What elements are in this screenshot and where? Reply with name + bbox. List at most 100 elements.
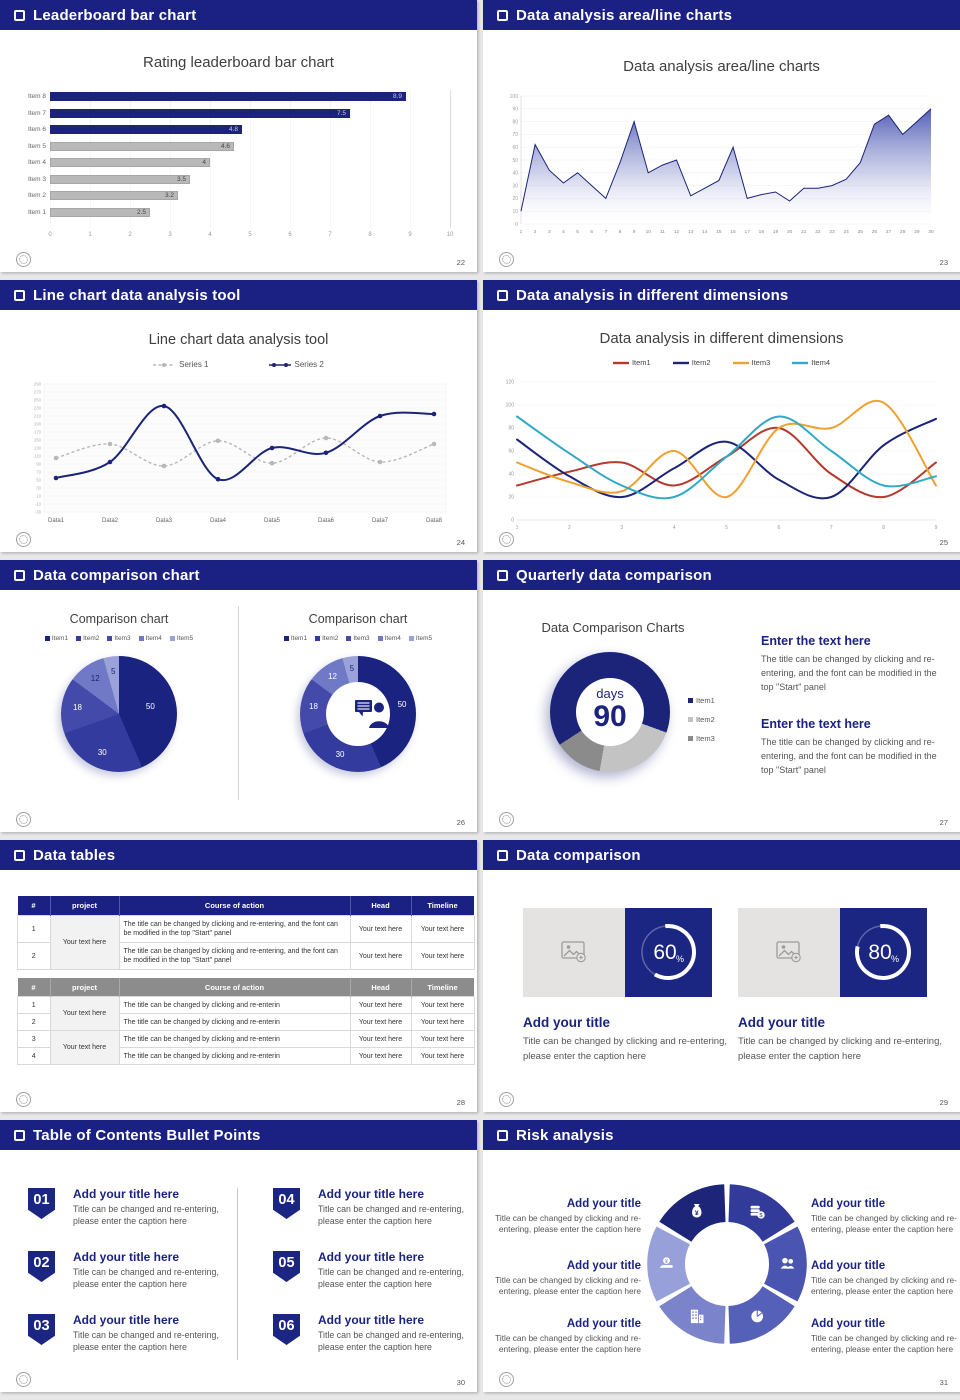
table-cell: 3	[17, 1030, 51, 1048]
table-cell: The title can be changed by clicking and…	[118, 1013, 351, 1031]
table-cell: 4	[17, 1047, 51, 1065]
svg-text:12: 12	[674, 229, 680, 235]
slide-thumbnail-data-tables[interactable]: Data tables # project Course of action Head T…	[0, 840, 477, 1112]
table-cell: Your text here	[410, 996, 475, 1014]
legend-swatch	[346, 636, 352, 641]
svg-text:¥: ¥	[695, 1210, 699, 1217]
bar-category-label: Item 7	[27, 109, 46, 117]
page-number: 31	[939, 1378, 948, 1387]
slide-thumbnail-quarterly-data-comparison[interactable]: Quarterly data comparison Data Comparison…	[483, 560, 960, 832]
svg-text:250: 250	[34, 398, 42, 403]
toc-item-title: Add your title here	[73, 1187, 180, 1201]
table-cell: The title can be changed by clicking and…	[118, 996, 351, 1014]
bar-category-label: Item 1	[27, 208, 46, 216]
slice-value-label: 12	[90, 674, 100, 684]
svg-text:50: 50	[36, 478, 41, 483]
table-row: 1 Your text here The title can be changed …	[17, 996, 475, 1031]
svg-text:Data6: Data6	[318, 518, 335, 524]
legend-label: Item3	[696, 734, 715, 743]
svg-text:7: 7	[604, 229, 607, 235]
bar-value-label: 4	[202, 159, 206, 166]
slide-header-title: Data analysis area/line charts	[516, 6, 733, 24]
column-header: Timeline	[411, 978, 475, 997]
svg-text:10: 10	[36, 494, 41, 499]
legend-swatch	[377, 636, 383, 641]
svg-text:25: 25	[858, 229, 864, 235]
table-row: 3 Your text here The title can be changed …	[17, 1030, 475, 1065]
legend-label: Item3	[353, 635, 370, 642]
svg-text:%: %	[891, 954, 899, 964]
slice-value-label: 5	[349, 664, 355, 674]
bar-value-label: 3.5	[176, 175, 186, 183]
risk-item-caption: Title can be changed by clicking and re-…	[495, 1333, 641, 1354]
image-placeholder-box	[523, 908, 625, 997]
chart-title: Data Comparison Charts	[541, 620, 685, 635]
slide-thumbnail-different-dimensions[interactable]: Data analysis in different dimensions Dat…	[483, 280, 960, 552]
legend-label: Item5	[415, 635, 433, 642]
legend-item: Item2	[76, 635, 99, 642]
table-cell: 1	[17, 915, 51, 943]
school-emblem-logo	[499, 812, 514, 827]
slide-thumbnail-data-comparison-chart[interactable]: Data comparison chart Comparison chart Ite…	[0, 560, 477, 832]
table-row: 2 The title can be changed by clicking an…	[17, 1013, 475, 1031]
svg-text:110: 110	[34, 454, 41, 459]
bar	[50, 207, 150, 217]
svg-text:24: 24	[844, 229, 850, 235]
slide-thumbnail-data-comparison-progress[interactable]: Data comparison 60% Add your title Title ca…	[483, 840, 960, 1112]
page-number: 24	[456, 538, 465, 547]
school-emblem-logo	[16, 1092, 31, 1107]
svg-text:Data8: Data8	[426, 518, 443, 524]
dashed-line-marker	[153, 362, 176, 367]
toc-number-badge: 03	[28, 1314, 55, 1345]
legend-item: Item4	[377, 635, 401, 642]
svg-text:6: 6	[590, 229, 593, 235]
slide-thumbnail-leaderboard-bar-chart[interactable]: Leaderboard bar chart Rating leaderboard …	[0, 0, 477, 272]
table-cell: Your text here	[349, 915, 412, 943]
chart-title: Data analysis in different dimensions	[599, 330, 844, 347]
x-axis-tick-label: 7	[328, 232, 332, 238]
slide-body: 01 Add your title here Title can be change…	[0, 1150, 477, 1392]
slide-body: Data Comparison Charts days 90 Item1 Item2 It…	[483, 590, 960, 832]
bullet-square-icon	[14, 849, 25, 861]
legend-swatch	[169, 636, 175, 641]
risk-item-heading: Add your title	[566, 1198, 641, 1210]
svg-text:20: 20	[512, 196, 518, 202]
svg-text:20: 20	[787, 229, 793, 235]
slide-thumbnail-area-line-charts[interactable]: Data analysis area/line charts Data analy…	[483, 0, 960, 272]
slide-header-bar: Risk analysis	[483, 1120, 960, 1150]
page-number: 26	[456, 818, 465, 827]
legend-swatch	[107, 636, 113, 641]
chart-title: Rating leaderboard bar chart	[143, 54, 334, 71]
svg-text:90: 90	[36, 462, 41, 467]
line-marker	[612, 361, 629, 364]
svg-text:-10: -10	[35, 502, 42, 507]
svg-text:60: 60	[512, 145, 518, 151]
x-axis-tick-label: 5	[248, 232, 252, 238]
slide-thumbnail-table-of-contents[interactable]: Table of Contents Bullet Points 01 Add you…	[0, 1120, 477, 1392]
svg-text:130: 130	[34, 446, 42, 451]
toc-item-caption: Title can be changed and re-entering, pl…	[318, 1204, 464, 1226]
slide-body: 60% Add your title Title can be changed by…	[483, 870, 960, 1112]
merged-project-cell: Your text here	[49, 915, 120, 970]
svg-text:30: 30	[512, 183, 518, 189]
slide-thumbnail-risk-analysis[interactable]: Risk analysis ¥ $ ¥ Add your title Title can …	[483, 1120, 960, 1392]
legend-label: Item1	[51, 635, 69, 642]
slide-body: Comparison chart Item1 Item2 Item3 Item4 Item…	[0, 590, 477, 832]
toc-item-title: Add your title here	[318, 1313, 425, 1327]
svg-text:60: 60	[508, 449, 514, 455]
svg-text:0: 0	[515, 222, 518, 228]
bullet-square-icon	[497, 849, 508, 861]
donut-chart	[550, 652, 670, 772]
legend-swatch	[44, 636, 50, 641]
slice-value-label: 50	[397, 699, 407, 709]
slide-thumbnail-line-chart-tool[interactable]: Line chart data analysis tool Line chart …	[0, 280, 477, 552]
bullet-square-icon	[497, 569, 508, 581]
x-axis-tick-label: 4	[208, 232, 212, 238]
slice-value-label: 30	[97, 747, 107, 757]
bar-category-label: Item 4	[27, 159, 46, 166]
column-header: Timeline	[411, 896, 475, 916]
svg-text:22: 22	[815, 229, 821, 235]
svg-text:4: 4	[562, 229, 565, 235]
svg-text:27: 27	[886, 229, 892, 235]
